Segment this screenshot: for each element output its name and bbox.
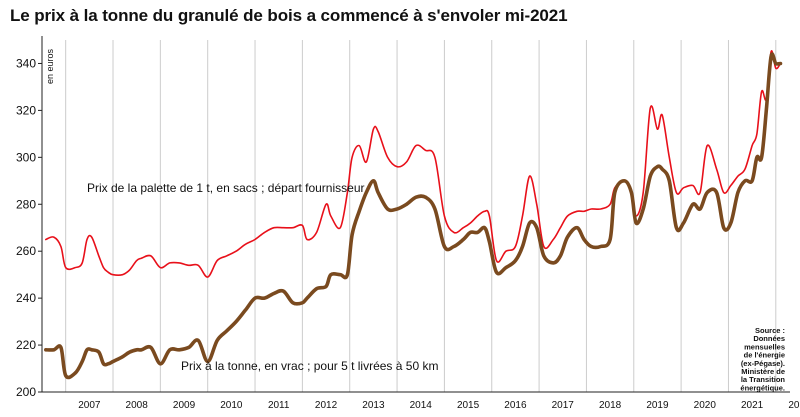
y-tick-label-320: 320 — [16, 103, 36, 117]
y-tick-label-200: 200 — [16, 385, 36, 399]
chart-title: Le prix à la tonne du granulé de bois a … — [10, 6, 568, 25]
x-tick-label-2015: 2015 — [457, 400, 480, 411]
x-tick-label-2022: 2022 — [788, 400, 800, 411]
x-tick-label-2018: 2018 — [599, 400, 622, 411]
x-tick-label-2014: 2014 — [410, 400, 433, 411]
x-tick-label-2013: 2013 — [362, 400, 385, 411]
series-lines — [44, 50, 783, 380]
x-tick-label-2010: 2010 — [220, 400, 243, 411]
x-tick-label-2020: 2020 — [694, 400, 717, 411]
y-tick-label-260: 260 — [16, 244, 36, 258]
y-axis-unit-label: en euros — [45, 48, 55, 84]
x-tick-label-2016: 2016 — [504, 400, 527, 411]
x-tick-label-2008: 2008 — [126, 400, 149, 411]
x-tick-label-2017: 2017 — [552, 400, 575, 411]
y-tick-label-300: 300 — [16, 150, 36, 164]
axes: 200 220 240 260 280 300 320 340 2007 2008 2009 2010… — [16, 36, 800, 411]
y-tick-label-340: 340 — [16, 56, 36, 70]
source-line-5: Ministère de — [741, 367, 785, 376]
x-tick-label-2007: 2007 — [78, 400, 101, 411]
x-tick-label-2011: 2011 — [268, 400, 290, 411]
source-line-0: Source : — [755, 326, 785, 335]
source-line-3: de l'énergie — [744, 351, 785, 360]
source-line-2: mensuelles — [744, 342, 785, 351]
grid-lines — [65, 40, 777, 392]
x-tick-label-2021: 2021 — [741, 400, 764, 411]
series-label-sacs: Prix de la palette de 1 t, en sacs ; dép… — [87, 181, 365, 195]
labels: en euros Prix de la palette de 1 t, en s… — [45, 48, 438, 373]
series-line-vrac — [44, 52, 783, 380]
y-tick-label-280: 280 — [16, 197, 36, 211]
series-label-vrac: Prix à la tonne, en vrac ; pour 5 t livr… — [181, 359, 438, 373]
source-line-6: la Transition — [741, 375, 786, 384]
series-line-sacs — [45, 50, 782, 278]
x-tick-label-2019: 2019 — [646, 400, 669, 411]
source-line-1: Données — [753, 334, 785, 343]
x-tick-label-2009: 2009 — [173, 400, 196, 411]
x-tick-label-2012: 2012 — [315, 400, 338, 411]
y-tick-label-220: 220 — [16, 338, 36, 352]
y-tick-label-240: 240 — [16, 291, 36, 305]
source-line-7: énergétique. — [740, 383, 785, 392]
source-line-4: (ex-Pégase). — [741, 359, 785, 368]
